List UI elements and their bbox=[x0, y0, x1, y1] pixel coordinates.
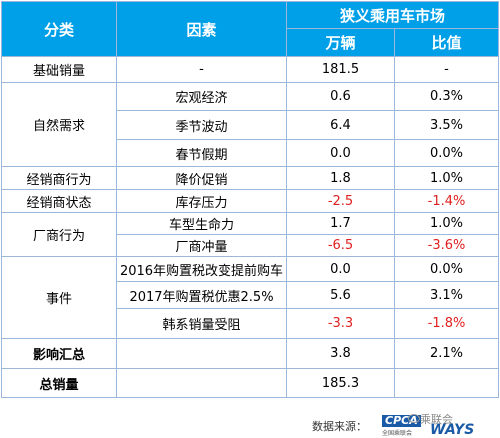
row-value: 6.4 bbox=[286, 110, 395, 140]
cpca-logo: CPCA 全国乘联会 bbox=[382, 415, 422, 437]
row-value: 185.3 bbox=[286, 368, 395, 398]
row-value: -6.5 bbox=[286, 234, 395, 257]
row-value: 0.6 bbox=[286, 82, 395, 111]
row-category: 基础销量 bbox=[1, 56, 117, 83]
cpca-logo-text: CPCA bbox=[382, 415, 421, 427]
row-category: 自然需求 bbox=[1, 82, 117, 167]
row-value: -3.3 bbox=[286, 308, 395, 339]
row-value: -2.5 bbox=[286, 189, 395, 213]
row-value: 1.8 bbox=[286, 166, 395, 190]
watermark-text: 乘联会 bbox=[420, 413, 453, 426]
row-factor: 降价促销 bbox=[116, 166, 287, 190]
row-value: 181.5 bbox=[286, 56, 395, 83]
row-factor: 季节波动 bbox=[116, 110, 287, 140]
row-factor: 2016年购置税改变提前购车 bbox=[116, 256, 287, 282]
row-factor: 宏观经济 bbox=[116, 82, 287, 111]
row-factor: 库存压力 bbox=[116, 189, 287, 213]
row-category: 经销商行为 bbox=[1, 166, 117, 190]
ways-logo: WAYS bbox=[430, 422, 475, 438]
header-ratio: 比值 bbox=[393, 28, 500, 57]
sales-factor-table: 分类 因素 狭义乘用车市场 万辆 比值 基础销量 - 181.5 - 自然需求 … bbox=[1, 1, 500, 398]
source-label: 数据来源： bbox=[312, 420, 367, 433]
row-value: 1.7 bbox=[286, 212, 395, 235]
row-factor: 2017年购置税优惠2.5% bbox=[116, 281, 287, 309]
row-ratio: 3.5% bbox=[393, 110, 500, 140]
row-factor bbox=[116, 368, 287, 398]
row-factor: 厂商冲量 bbox=[116, 234, 287, 257]
row-ratio: -1.8% bbox=[393, 308, 500, 339]
row-ratio: 1.0% bbox=[393, 212, 500, 235]
row-category: 事件 bbox=[1, 256, 117, 339]
row-ratio: 0.3% bbox=[393, 82, 500, 111]
row-value: 3.8 bbox=[286, 338, 395, 369]
row-factor: - bbox=[116, 56, 287, 83]
row-category: 经销商状态 bbox=[1, 189, 117, 213]
row-ratio bbox=[393, 368, 500, 398]
row-value: 0.0 bbox=[286, 256, 395, 282]
row-factor: 车型生命力 bbox=[116, 212, 287, 235]
footer: 数据来源： CPCA 全国乘联会 乘联会 WAYS bbox=[0, 410, 500, 438]
row-ratio: 0.0% bbox=[393, 256, 500, 282]
row-ratio: -1.4% bbox=[393, 189, 500, 213]
wechat-icon bbox=[408, 414, 420, 423]
header-market-group: 狭义乘用车市场 bbox=[285, 1, 500, 29]
cpca-logo-subtext: 全国乘联会 bbox=[382, 430, 413, 437]
row-ratio: - bbox=[393, 56, 500, 83]
row-ratio: 2.1% bbox=[393, 338, 500, 369]
row-ratio: 3.1% bbox=[393, 281, 500, 309]
row-category: 影响汇总 bbox=[1, 338, 117, 369]
row-factor bbox=[116, 338, 287, 369]
row-ratio: 1.0% bbox=[393, 166, 500, 190]
row-value: 0.0 bbox=[286, 139, 395, 167]
header-factor: 因素 bbox=[116, 1, 287, 57]
row-value: 5.6 bbox=[286, 281, 395, 309]
row-category: 厂商行为 bbox=[1, 212, 117, 257]
header-category: 分类 bbox=[1, 1, 117, 57]
row-ratio: -3.6% bbox=[393, 234, 500, 257]
row-category: 总销量 bbox=[1, 368, 117, 398]
row-ratio: 0.0% bbox=[393, 139, 500, 167]
row-factor: 韩系销量受阻 bbox=[116, 308, 287, 339]
row-factor: 春节假期 bbox=[116, 139, 287, 167]
header-units: 万辆 bbox=[286, 28, 395, 57]
